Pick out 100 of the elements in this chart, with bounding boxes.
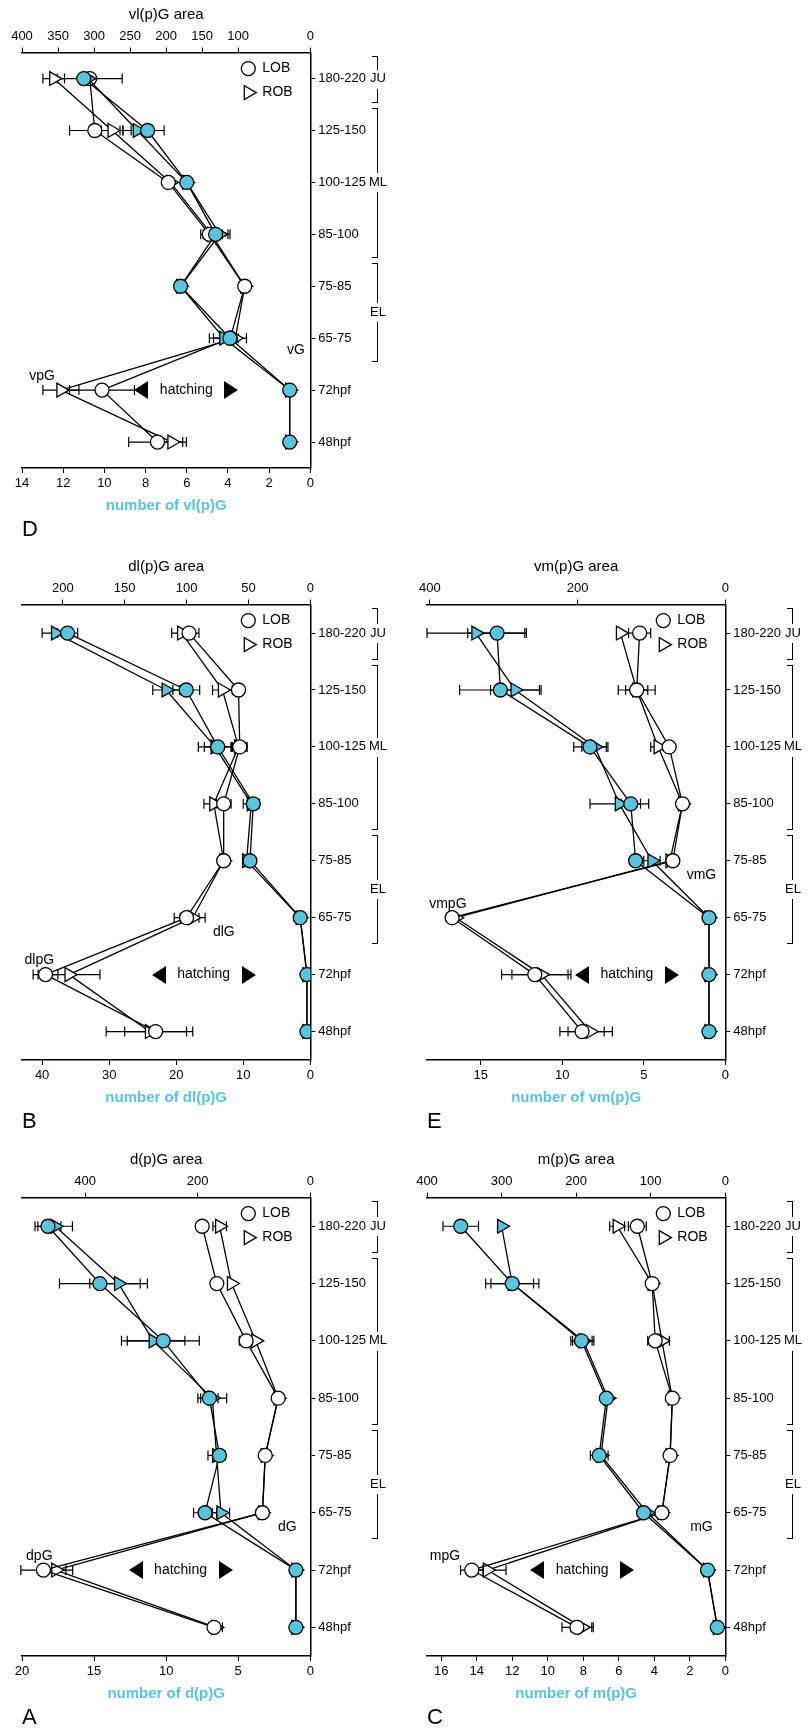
x-tick-label: 30	[101, 1067, 117, 1083]
annotation: mpG	[429, 1546, 461, 1563]
text: JU	[785, 624, 801, 640]
legend-label: ROB	[262, 1228, 293, 1245]
text: ML	[783, 1332, 803, 1348]
text: ML	[368, 1332, 388, 1348]
y-tick-label: 48hpf	[733, 1618, 767, 1634]
x-tick-label: 12	[504, 1663, 520, 1679]
y-tick-label: 125-150	[318, 122, 367, 138]
y-tick-label: 65-75	[318, 1504, 352, 1520]
x2-tick-label: 0	[306, 1173, 314, 1189]
legend-label: LOB	[262, 1204, 291, 1221]
annotation: hatching	[159, 380, 213, 397]
annotation: hatching	[600, 965, 654, 982]
x-tick-label: 8	[579, 1663, 587, 1679]
x-tick-label: 2	[686, 1663, 694, 1679]
y-tick-label: 100-125	[733, 738, 782, 754]
x2-tick-label: 200	[155, 28, 177, 44]
x2-axis-title: dl(p)G area	[128, 557, 205, 575]
y-tick-label: 48hpf	[318, 433, 352, 449]
y-tick-label: 75-85	[318, 277, 352, 293]
y-tick-label: 125-150	[733, 1275, 782, 1291]
x-tick-label: 20	[14, 1663, 30, 1679]
x-tick-label: 0	[721, 1067, 729, 1083]
legend-label: ROB	[262, 635, 293, 652]
x2-tick-label: 300	[490, 1173, 513, 1189]
x2-tick-label: 0	[721, 1173, 729, 1189]
text: EL	[370, 303, 386, 319]
x-tick-label: 6	[183, 475, 191, 491]
x2-tick-label: 350	[47, 28, 69, 44]
legend-label: LOB	[677, 1204, 706, 1221]
x-tick-label: 15	[86, 1663, 102, 1679]
legend-label: ROB	[262, 83, 293, 100]
annotation: dpG	[26, 1546, 53, 1563]
x2-tick-label: 400	[419, 580, 441, 596]
y-tick-label: 125-150	[318, 681, 367, 697]
x-axis-title: number of m(p)G	[515, 1683, 637, 1701]
text: EL	[370, 1475, 386, 1491]
y-tick-label: 65-75	[318, 329, 352, 345]
text: EL	[785, 1475, 801, 1491]
y-tick-label: 48hpf	[733, 1023, 767, 1039]
legend-label: ROB	[677, 635, 708, 652]
x-tick-label: 20	[168, 1067, 184, 1083]
x2-tick-label: 400	[74, 1173, 96, 1189]
annotation: vpG	[29, 366, 56, 383]
x-tick-label: 40	[34, 1067, 50, 1083]
x-tick-label: 10	[97, 475, 112, 491]
x-tick-label: 5	[234, 1663, 242, 1679]
x2-tick-label: 0	[306, 28, 314, 44]
y-tick-label: 85-100	[733, 795, 774, 811]
x-tick-label: 0	[306, 475, 314, 491]
y-tick-label: 100-125	[318, 1332, 367, 1348]
legend-label: LOB	[262, 59, 291, 76]
y-tick-label: 180-220	[318, 70, 367, 86]
y-tick-label: 75-85	[733, 1447, 767, 1463]
x2-axis-title: m(p)G area	[537, 1150, 616, 1168]
y-tick-label: 85-100	[318, 225, 359, 241]
annotation: dlpG	[24, 951, 55, 968]
y-tick-label: 48hpf	[318, 1023, 352, 1039]
y-tick-label: 100-125	[318, 738, 367, 754]
text: D	[22, 515, 38, 541]
text: ML	[368, 173, 388, 189]
y-tick-label: 72hpf	[318, 966, 352, 982]
annotation: dlG	[212, 922, 235, 939]
y-tick-label: 65-75	[318, 909, 352, 925]
x2-tick-label: 300	[83, 28, 105, 44]
y-tick-label: 85-100	[733, 1389, 774, 1405]
legend-label: LOB	[262, 611, 291, 628]
text: JU	[370, 70, 386, 86]
y-tick-label: 125-150	[318, 1275, 367, 1291]
x2-tick-label: 200	[51, 580, 74, 596]
x2-tick-label: 100	[227, 28, 250, 44]
x-tick-label: 4	[650, 1663, 658, 1679]
x2-axis-title: vl(p)G area	[128, 5, 205, 23]
x2-tick-label: 0	[306, 580, 314, 596]
y-tick-label: 65-75	[733, 1504, 767, 1520]
x2-axis-title: d(p)G area	[129, 1150, 204, 1168]
x-tick-label: 8	[141, 475, 150, 491]
y-tick-label: 180-220	[318, 1217, 367, 1233]
x2-tick-label: 50	[241, 580, 256, 596]
x-axis-title: number of dl(p)G	[105, 1087, 227, 1105]
x-tick-label: 12	[55, 475, 71, 491]
y-tick-label: 180-220	[733, 624, 782, 640]
legend-label: LOB	[677, 611, 706, 628]
y-tick-label: 100-125	[733, 1332, 782, 1348]
y-tick-label: 85-100	[318, 795, 359, 811]
x-tick-label: 10	[158, 1663, 174, 1679]
annotation: hatching	[555, 1560, 609, 1577]
x-tick-label: 14	[469, 1663, 484, 1679]
x2-tick-label: 150	[191, 28, 214, 44]
x-tick-label: 5	[640, 1067, 648, 1083]
y-tick-label: 125-150	[733, 681, 782, 697]
annotation: vG	[286, 341, 305, 358]
y-tick-label: 85-100	[318, 1389, 359, 1405]
x-tick-label: 16	[433, 1663, 449, 1679]
text: B	[22, 1107, 37, 1133]
x-tick-label: 15	[473, 1067, 489, 1083]
text: A	[22, 1703, 37, 1729]
y-tick-label: 100-125	[318, 173, 367, 189]
y-tick-label: 75-85	[318, 852, 352, 868]
